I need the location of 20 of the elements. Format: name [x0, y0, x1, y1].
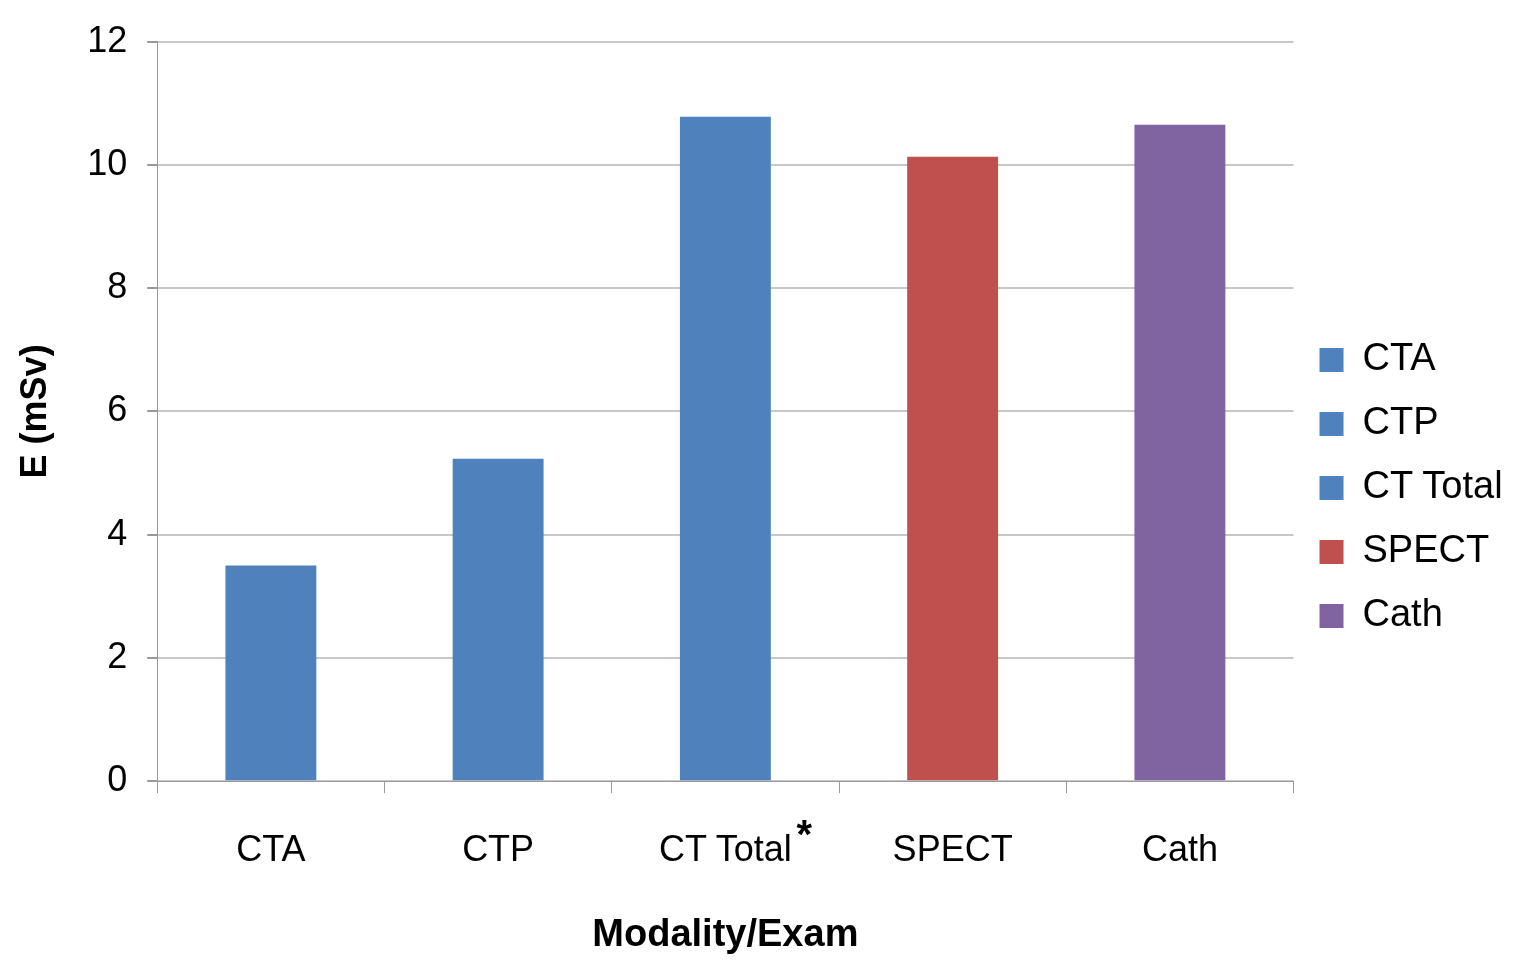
y-tick-label: 6 [107, 388, 128, 430]
x-axis-title: Modality/Exam [592, 911, 859, 954]
x-tick-label: CTA [236, 827, 306, 869]
x-tick-label: SPECT [892, 827, 1013, 869]
text: * [796, 812, 813, 857]
x-tick-label: Cath [1141, 827, 1218, 869]
y-tick-label: 2 [107, 634, 128, 676]
legend-label: CT Total [1362, 464, 1503, 507]
legend-label: SPECT [1362, 528, 1490, 571]
legend-label: Cath [1362, 592, 1443, 635]
y-tick-label: 4 [107, 511, 128, 553]
y-tick-label: 0 [107, 758, 128, 800]
legend-label: CTP [1362, 400, 1439, 443]
y-tick-label: 10 [87, 141, 128, 183]
y-tick-label: 8 [107, 265, 128, 307]
y-tick-label: 12 [87, 18, 128, 60]
y-axis-title: E (mSv) [12, 344, 54, 479]
x-tick-label: CT Total [659, 827, 792, 869]
x-tick-label: CTP [462, 827, 535, 869]
legend-label: CTA [1362, 336, 1437, 379]
